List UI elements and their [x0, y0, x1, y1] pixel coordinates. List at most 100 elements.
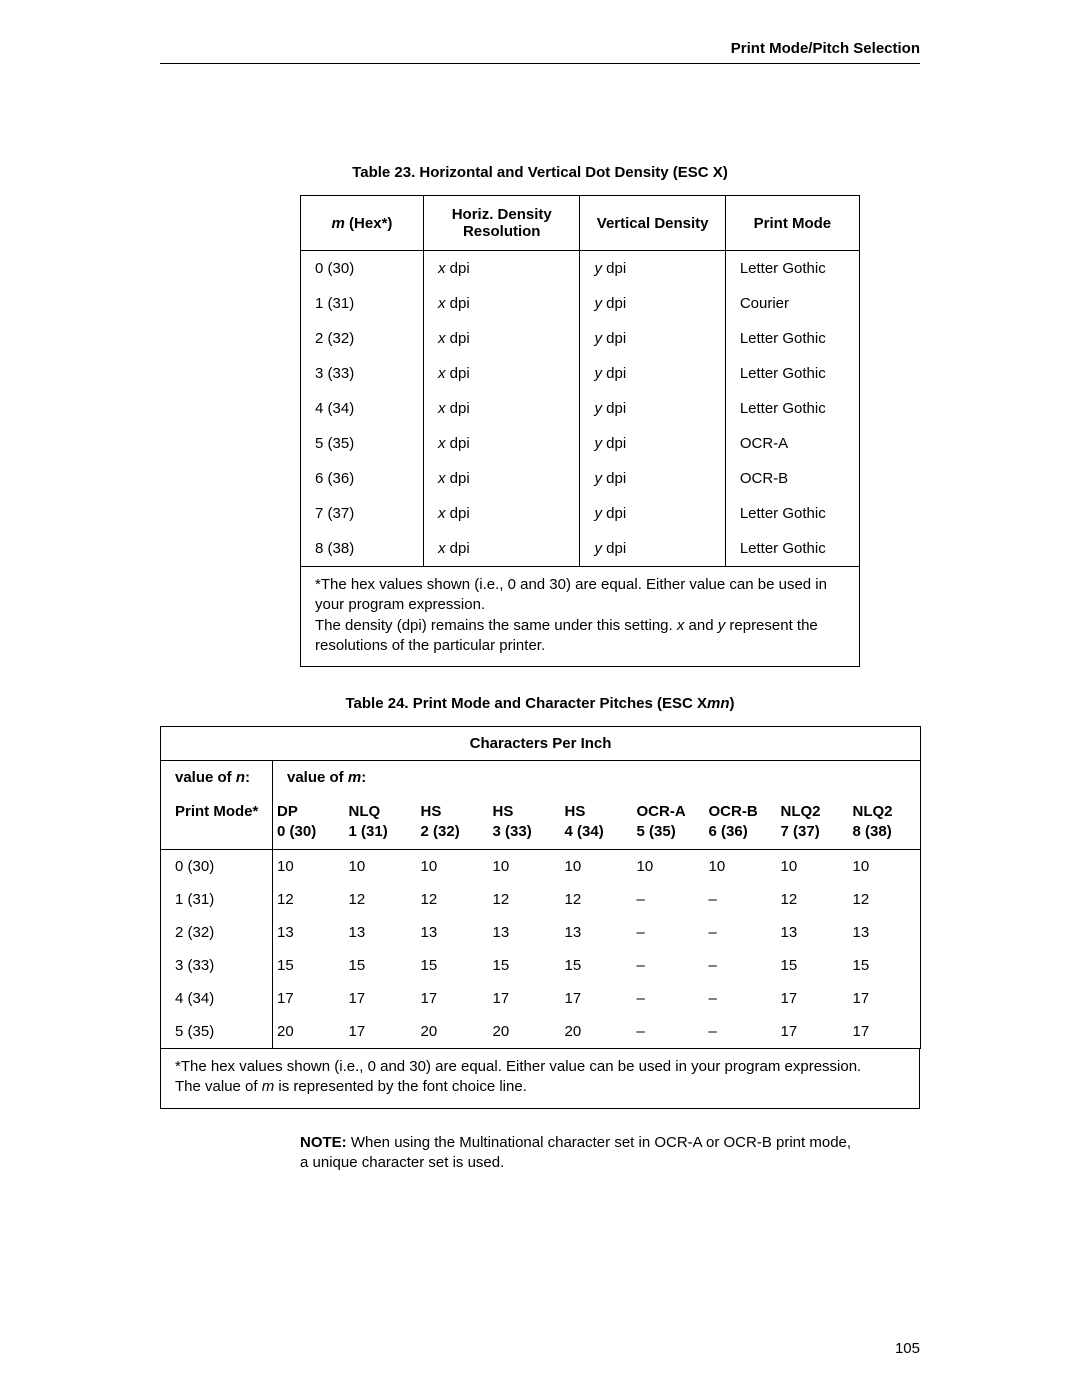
cell-mode: Letter Gothic [725, 321, 859, 356]
cell-value: 20 [273, 1015, 345, 1049]
cell-value: 15 [273, 949, 345, 982]
t24-colheader: OCR-B6 (36) [705, 794, 777, 850]
t24-label-n: value of n: [161, 761, 273, 795]
cell-value: 10 [273, 850, 345, 884]
cell-value: 13 [345, 916, 417, 949]
cell-vert: y dpi [580, 461, 725, 496]
t23-fn-mid: and [684, 617, 717, 634]
cell-vert: y dpi [580, 391, 725, 426]
table24-footnote: *The hex values shown (i.e., 0 and 30) a… [160, 1049, 920, 1109]
t24-colheader: NLQ28 (38) [849, 794, 921, 850]
cell-vert: y dpi [580, 356, 725, 391]
cell-value: 15 [489, 949, 561, 982]
cell-m: 3 (33) [301, 356, 424, 391]
cell-horiz: x dpi [423, 391, 580, 426]
table23-title: Table 23. Horizontal and Vertical Dot De… [160, 164, 920, 181]
table23: m (Hex*) Horiz. Density Resolution Verti… [300, 195, 860, 667]
cell-value: 12 [489, 883, 561, 916]
cell-value: 12 [417, 883, 489, 916]
cell-m: 7 (37) [301, 496, 424, 531]
note: NOTE: When using the Multinational chara… [300, 1133, 860, 1174]
cell-value: 17 [849, 1015, 921, 1049]
cell-mode: OCR-A [725, 426, 859, 461]
table23-header-row: m (Hex*) Horiz. Density Resolution Verti… [301, 196, 860, 251]
cell-n: 5 (35) [161, 1015, 273, 1049]
cell-mode: Courier [725, 286, 859, 321]
cell-value: 10 [417, 850, 489, 884]
table-row: 5 (35)2017202020––1717 [161, 1015, 921, 1049]
cell-value: 12 [561, 883, 633, 916]
cell-value: 12 [345, 883, 417, 916]
cell-value: 10 [345, 850, 417, 884]
cell-value: – [705, 916, 777, 949]
cell-horiz: x dpi [423, 531, 580, 567]
cell-value: 12 [777, 883, 849, 916]
cell-mode: Letter Gothic [725, 356, 859, 391]
cell-m: 2 (32) [301, 321, 424, 356]
cell-value: 20 [417, 1015, 489, 1049]
cell-value: 12 [849, 883, 921, 916]
t24-label-m: value of m: [273, 761, 921, 795]
t24-colheader: HS4 (34) [561, 794, 633, 850]
cell-value: – [705, 982, 777, 1015]
t24-colheader: NLQ1 (31) [345, 794, 417, 850]
cell-mode: Letter Gothic [725, 496, 859, 531]
cell-value: – [705, 883, 777, 916]
table-row: 3 (33)x dpiy dpiLetter Gothic [301, 356, 860, 391]
cell-value: – [633, 982, 705, 1015]
table-row: 2 (32)x dpiy dpiLetter Gothic [301, 321, 860, 356]
table-row: 6 (36)x dpiy dpiOCR-B [301, 461, 860, 496]
table24: Characters Per Inch value of n: value of… [160, 726, 920, 1109]
cell-value: 10 [489, 850, 561, 884]
cell-value: 17 [345, 982, 417, 1015]
cell-vert: y dpi [580, 496, 725, 531]
page-number: 105 [895, 1340, 920, 1357]
cell-n: 3 (33) [161, 949, 273, 982]
cell-value: 17 [777, 982, 849, 1015]
cell-n: 4 (34) [161, 982, 273, 1015]
cell-value: 13 [273, 916, 345, 949]
t24-label-n-suffix: : [245, 769, 250, 786]
cell-value: 13 [489, 916, 561, 949]
table-row: 4 (34)x dpiy dpiLetter Gothic [301, 391, 860, 426]
cell-vert: y dpi [580, 426, 725, 461]
cell-value: 17 [273, 982, 345, 1015]
cell-value: – [633, 916, 705, 949]
t24-title-prefix: Table 24. Print Mode and Character Pitch… [346, 695, 708, 712]
page: Print Mode/Pitch Selection Table 23. Hor… [0, 0, 1080, 1397]
cell-m: 0 (30) [301, 251, 424, 287]
table-row: 3 (33)1515151515––1515 [161, 949, 921, 982]
cell-m: 8 (38) [301, 531, 424, 567]
cell-m: 6 (36) [301, 461, 424, 496]
cell-vert: y dpi [580, 321, 725, 356]
cell-horiz: x dpi [423, 461, 580, 496]
cell-m: 1 (31) [301, 286, 424, 321]
page-header: Print Mode/Pitch Selection [160, 0, 920, 64]
t24-colheader: NLQ27 (37) [777, 794, 849, 850]
t24-fn-m: m [262, 1078, 275, 1095]
t24-colheader: DP0 (30) [273, 794, 345, 850]
t24-title-mn: mn [707, 695, 730, 712]
t24-colheader: OCR-A5 (35) [633, 794, 705, 850]
table-row: 1 (31)x dpiy dpiCourier [301, 286, 860, 321]
cell-value: 17 [489, 982, 561, 1015]
t24-rowheader-label: Print Mode* [161, 794, 273, 850]
cell-value: – [633, 949, 705, 982]
table-row: 2 (32)1313131313––1313 [161, 916, 921, 949]
t24-cpi-row: Characters Per Inch [161, 727, 921, 761]
table-row: 0 (30)101010101010101010 [161, 850, 921, 884]
cell-n: 2 (32) [161, 916, 273, 949]
t24-colheader: HS2 (32) [417, 794, 489, 850]
cell-value: 17 [345, 1015, 417, 1049]
table23-col-mode: Print Mode [725, 196, 859, 251]
cell-horiz: x dpi [423, 251, 580, 287]
table24-title: Table 24. Print Mode and Character Pitch… [160, 695, 920, 712]
cell-value: 17 [849, 982, 921, 1015]
table-row: 0 (30)x dpiy dpiLetter Gothic [301, 251, 860, 287]
cell-value: – [705, 949, 777, 982]
cell-m: 5 (35) [301, 426, 424, 461]
table-row: 4 (34)1717171717––1717 [161, 982, 921, 1015]
t24-label-n-prefix: value of [175, 769, 236, 786]
t24-label-n-var: n [236, 769, 245, 786]
table23-col-vert: Vertical Density [580, 196, 725, 251]
